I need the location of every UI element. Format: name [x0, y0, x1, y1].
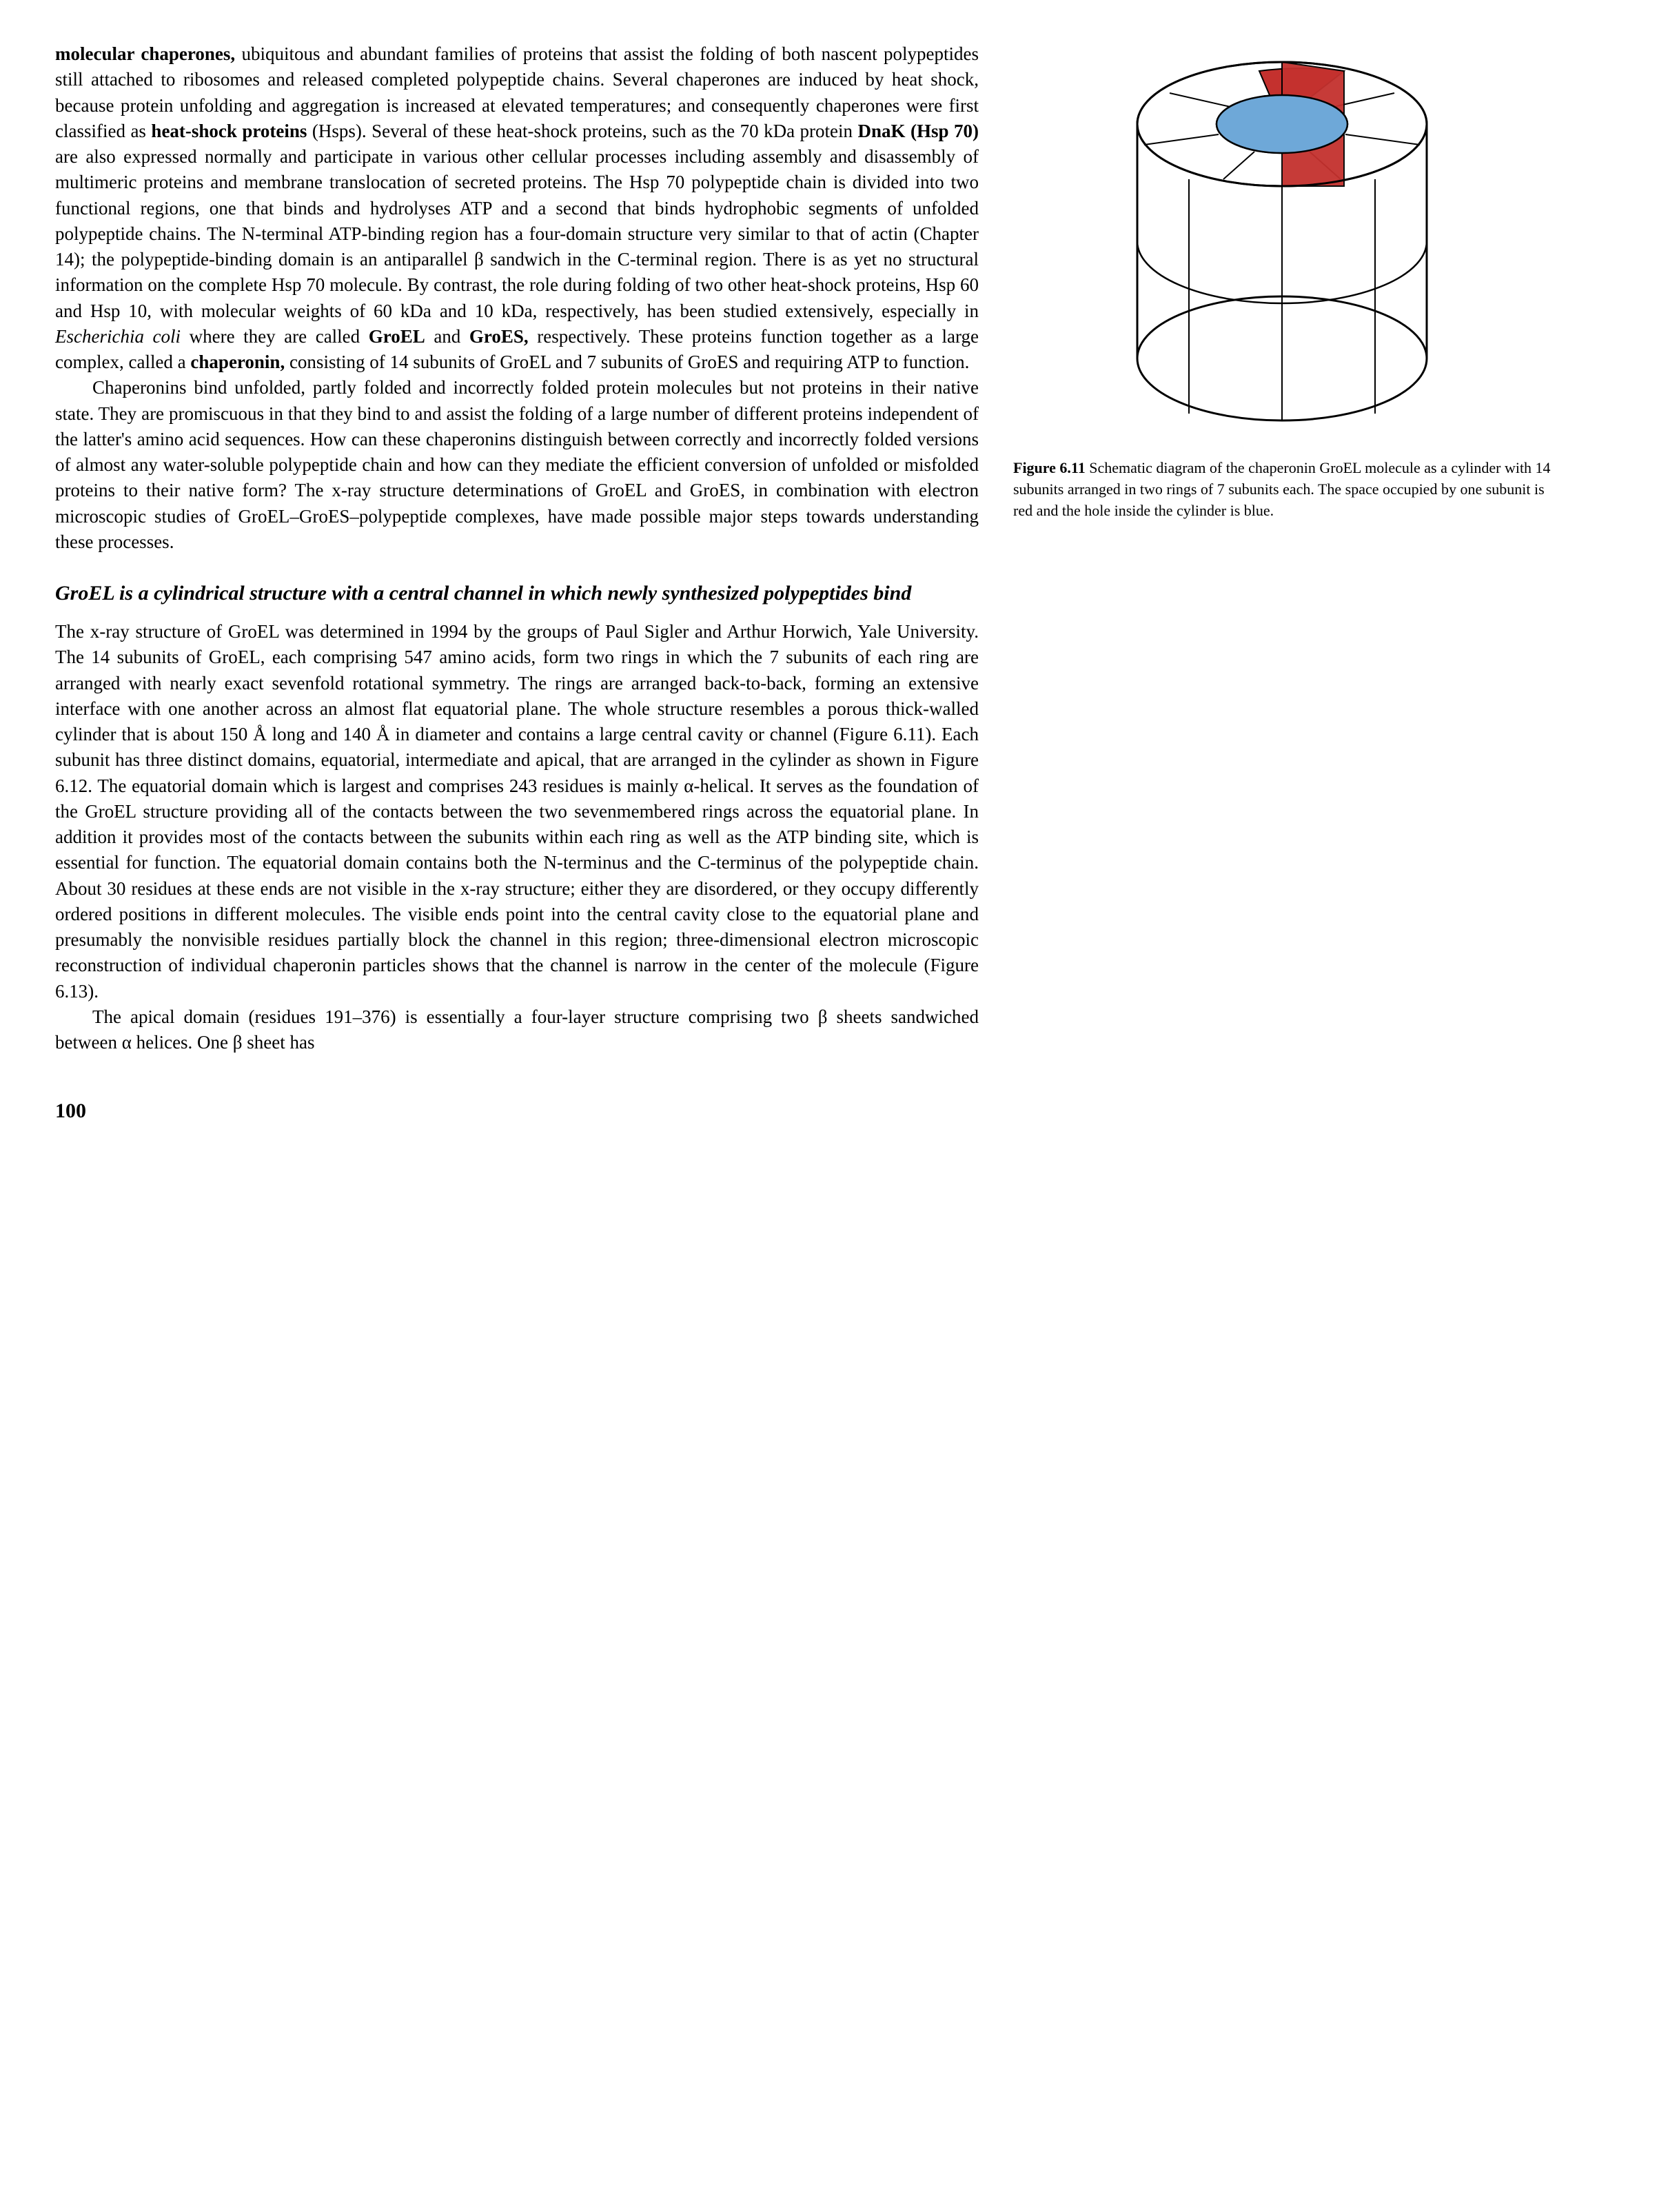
text: where they are called — [181, 326, 369, 347]
page-number: 100 — [55, 1097, 979, 1126]
section-heading: GroEL is a cylindrical structure with a … — [55, 580, 979, 607]
paragraph-2: Chaperonins bind unfolded, partly folded… — [55, 375, 979, 555]
main-column: molecular chaperones, ubiquitous and abu… — [55, 41, 979, 1126]
text: (Hsps). Several of these heat-shock prot… — [307, 121, 857, 141]
figure-label: Figure 6.11 — [1013, 459, 1086, 476]
term-groes: GroES, — [469, 326, 529, 347]
paragraph-1: molecular chaperones, ubiquitous and abu… — [55, 41, 979, 375]
term-dnak: DnaK (Hsp 70) — [858, 121, 979, 141]
figure-caption: Figure 6.11 Schematic diagram of the cha… — [1013, 458, 1551, 521]
paragraph-3: The x-ray structure of GroEL was determi… — [55, 619, 979, 1004]
figure-caption-text: Schematic diagram of the chaperonin GroE… — [1013, 459, 1551, 519]
term-heat-shock-proteins: heat-shock proteins — [151, 121, 307, 141]
term-chaperonin: chaperonin, — [190, 352, 285, 372]
term-ecoli: Escherichia coli — [55, 326, 181, 347]
text: consisting of 14 subunits of GroEL and 7… — [285, 352, 969, 372]
side-column: Figure 6.11 Schematic diagram of the cha… — [1013, 41, 1551, 1126]
cylinder-diagram — [1068, 41, 1496, 441]
text: and — [425, 326, 469, 347]
paragraph-4: The apical domain (residues 191–376) is … — [55, 1004, 979, 1056]
text: are also expressed normally and particip… — [55, 146, 979, 321]
term-groel: GroEL — [369, 326, 425, 347]
term-molecular-chaperones: molecular chaperones, — [55, 43, 235, 64]
figure-6-11: Figure 6.11 Schematic diagram of the cha… — [1013, 41, 1551, 521]
